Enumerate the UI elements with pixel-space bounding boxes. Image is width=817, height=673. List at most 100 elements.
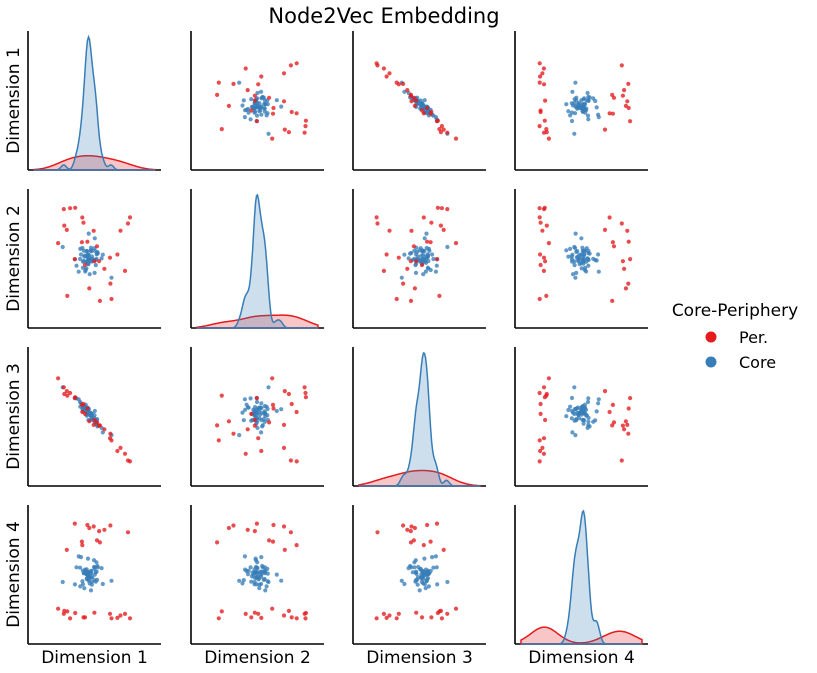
point-per xyxy=(267,95,272,100)
point-per xyxy=(428,240,433,245)
point-core xyxy=(572,385,577,390)
point-per xyxy=(122,611,128,617)
point-per xyxy=(411,95,416,100)
point-per xyxy=(61,611,66,616)
point-per xyxy=(215,92,220,97)
point-per xyxy=(91,524,96,529)
point-per xyxy=(412,103,417,108)
point-per xyxy=(626,431,631,436)
point-core xyxy=(424,579,429,584)
point-per xyxy=(286,391,291,397)
point-core xyxy=(240,410,245,415)
point-per xyxy=(267,538,272,543)
point-per xyxy=(219,127,224,132)
point-core xyxy=(84,249,89,254)
point-per xyxy=(537,206,542,211)
point-per xyxy=(254,119,259,124)
point-core xyxy=(596,112,601,117)
point-core xyxy=(265,111,270,116)
point-per xyxy=(438,608,443,614)
point-per xyxy=(92,259,97,264)
point-core xyxy=(266,131,271,136)
point-per xyxy=(445,207,450,212)
legend-label-per: Per. xyxy=(739,328,768,347)
point-per xyxy=(409,524,414,529)
point-per xyxy=(65,293,70,298)
point-per xyxy=(245,427,250,432)
point-per xyxy=(445,611,450,616)
point-per xyxy=(302,611,307,616)
point-core xyxy=(86,570,91,575)
point-per xyxy=(102,427,107,432)
point-per xyxy=(396,255,401,260)
point-per xyxy=(245,88,250,93)
point-per xyxy=(375,63,380,68)
point-core xyxy=(424,231,429,236)
legend-title: Core-Periphery xyxy=(672,301,798,321)
point-core xyxy=(422,98,427,103)
point-per xyxy=(607,111,612,116)
point-per xyxy=(107,611,113,616)
point-per xyxy=(281,422,287,427)
point-per xyxy=(216,80,221,85)
point-per xyxy=(68,616,73,621)
point-per xyxy=(408,529,413,534)
point-per xyxy=(620,93,626,98)
point-core xyxy=(259,405,264,411)
point-per xyxy=(537,124,542,129)
point-core xyxy=(259,105,264,110)
point-per xyxy=(259,448,264,454)
point-core xyxy=(240,581,245,586)
point-per xyxy=(408,93,413,98)
point-per xyxy=(122,451,128,456)
point-per xyxy=(294,409,299,415)
point-per xyxy=(115,252,120,257)
point-per xyxy=(540,71,545,76)
panel-r4-c4 xyxy=(514,505,648,645)
point-per xyxy=(375,221,380,226)
point-per xyxy=(289,401,294,407)
point-core xyxy=(78,584,83,589)
x-axis-label: Dimension 2 xyxy=(204,648,311,668)
point-core xyxy=(435,582,440,587)
point-core xyxy=(85,252,90,257)
point-core xyxy=(80,245,85,251)
point-core xyxy=(92,248,97,253)
point-core xyxy=(570,430,575,435)
point-core xyxy=(569,101,574,106)
point-per xyxy=(256,82,261,87)
panel-r1-c1 xyxy=(27,31,161,171)
point-per xyxy=(602,127,608,132)
point-core xyxy=(254,113,260,118)
point-core xyxy=(86,261,91,266)
point-core xyxy=(585,425,590,430)
point-per xyxy=(115,615,120,621)
point-core xyxy=(581,104,586,109)
point-per xyxy=(73,610,78,616)
point-per xyxy=(610,92,615,97)
x-axis-label: Dimension 3 xyxy=(366,648,473,668)
point-per xyxy=(412,525,417,531)
point-per xyxy=(405,527,410,532)
point-per xyxy=(622,88,627,93)
point-core xyxy=(109,578,114,583)
chart-title: Node2Vec Embedding xyxy=(268,4,499,28)
point-core xyxy=(252,412,257,417)
point-per xyxy=(610,298,615,303)
point-per xyxy=(387,71,392,76)
point-core xyxy=(249,579,254,584)
point-core xyxy=(95,577,100,583)
point-per xyxy=(625,228,630,233)
point-per xyxy=(281,613,287,618)
point-core xyxy=(570,89,575,94)
point-core xyxy=(259,410,264,415)
point-core xyxy=(253,405,258,410)
point-core xyxy=(92,565,97,570)
point-core xyxy=(581,421,586,426)
point-per xyxy=(408,259,413,264)
point-core xyxy=(586,263,591,268)
point-core xyxy=(573,275,578,280)
point-per xyxy=(302,130,307,135)
point-per xyxy=(231,431,236,436)
point-per xyxy=(231,523,236,528)
